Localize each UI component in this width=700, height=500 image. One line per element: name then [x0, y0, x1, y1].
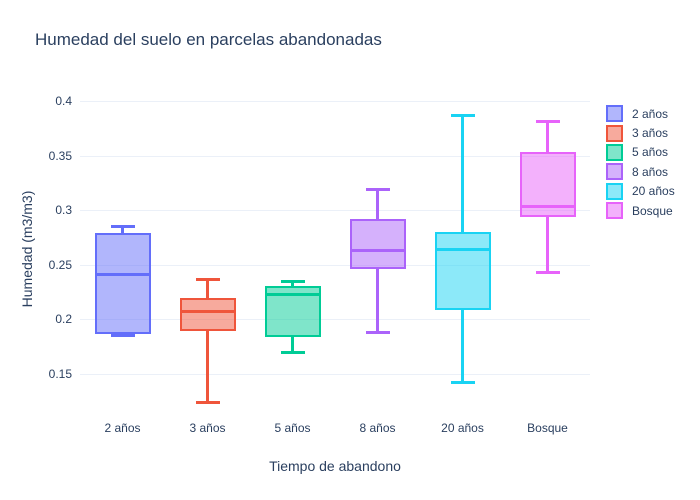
legend-item-label: Bosque — [632, 203, 673, 218]
x-tick-label: 8 años — [359, 421, 396, 435]
legend-swatch-icon — [606, 163, 623, 181]
median-line — [179, 310, 236, 314]
lower-whisker — [206, 331, 209, 403]
lower-whisker-cap — [280, 350, 305, 354]
lower-whisker-cap — [535, 270, 560, 274]
upper-whisker — [121, 226, 124, 234]
legend-item-Bosque[interactable]: Bosque — [606, 201, 675, 220]
y-tick-label: 0.4 — [55, 94, 72, 109]
legend-swatch-icon — [606, 105, 623, 123]
lower-whisker — [291, 336, 294, 353]
gridline — [80, 155, 590, 157]
legend-item-5 años[interactable]: 5 años — [606, 143, 675, 162]
chart-title: Humedad del suelo en parcelas abandonada… — [35, 30, 382, 49]
box-2 años[interactable] — [94, 233, 151, 334]
upper-whisker-cap — [535, 120, 560, 124]
plot-area: 0.15 0.2 0.25 0.3 0.35 0.4 2 años 3 años 5 años 8… — [49, 88, 590, 435]
x-axis-title: Tiempo de abandono — [269, 458, 401, 474]
box-3 años[interactable] — [179, 297, 236, 332]
legend-item-20 años[interactable]: 20 años — [606, 182, 675, 201]
x-tick-label: 2 años — [104, 421, 141, 435]
upper-whisker — [546, 121, 549, 153]
legend-item-label: 5 años — [632, 145, 669, 160]
y-tick-label: 0.3 — [55, 203, 72, 218]
legend-swatch-icon — [606, 143, 623, 161]
lower-whisker — [376, 269, 379, 333]
x-tick-label: 20 años — [441, 421, 484, 435]
gridline — [80, 319, 590, 321]
legend-item-3 años[interactable]: 3 años — [606, 123, 675, 142]
x-tick-label: 3 años — [189, 421, 226, 435]
legend-swatch-icon — [606, 182, 623, 200]
upper-whisker — [376, 189, 379, 219]
upper-whisker-cap — [365, 188, 390, 191]
y-tick-label: 0.15 — [48, 366, 72, 381]
upper-whisker — [291, 281, 294, 286]
median-line — [519, 205, 576, 209]
upper-whisker-cap — [280, 279, 305, 283]
y-tick-label: 0.25 — [48, 257, 72, 272]
x-tick-label: 5 años — [274, 421, 311, 435]
box-20 años[interactable] — [434, 232, 491, 310]
gridline — [80, 373, 590, 375]
legend-item-label: 3 años — [632, 126, 669, 141]
lower-whisker-cap — [195, 400, 220, 404]
median-line — [349, 249, 406, 253]
legend-item-label: 8 años — [632, 164, 669, 179]
upper-whisker-cap — [110, 225, 135, 229]
median-line — [94, 273, 151, 277]
lower-whisker — [546, 216, 549, 273]
y-tick-label: 0.2 — [55, 312, 72, 327]
legend-item-label: 2 años — [632, 106, 669, 121]
y-tick-label: 0.35 — [48, 148, 72, 163]
legend-swatch-icon — [606, 124, 623, 142]
median-line — [434, 248, 491, 252]
gridline — [80, 210, 590, 212]
median-line — [264, 292, 321, 296]
legend-item-2 años[interactable]: 2 años — [606, 104, 675, 123]
upper-whisker — [461, 115, 464, 233]
legend: 2 años 3 años 5 años 8 años 20 años Bosque — [606, 104, 675, 220]
lower-whisker-cap — [450, 381, 475, 385]
lower-whisker — [461, 309, 464, 383]
x-tick-label: Bosque — [527, 421, 568, 435]
upper-whisker-cap — [195, 277, 220, 281]
upper-whisker-cap — [450, 113, 475, 117]
gridline — [80, 101, 590, 103]
upper-whisker — [206, 279, 209, 298]
legend-swatch-icon — [606, 202, 623, 220]
lower-whisker-cap — [365, 331, 390, 334]
box-8 años[interactable] — [349, 218, 406, 270]
legend-item-label: 20 años — [632, 184, 675, 199]
gridline — [80, 264, 590, 266]
legend-item-8 años[interactable]: 8 años — [606, 162, 675, 181]
lower-whisker-cap — [110, 334, 135, 338]
